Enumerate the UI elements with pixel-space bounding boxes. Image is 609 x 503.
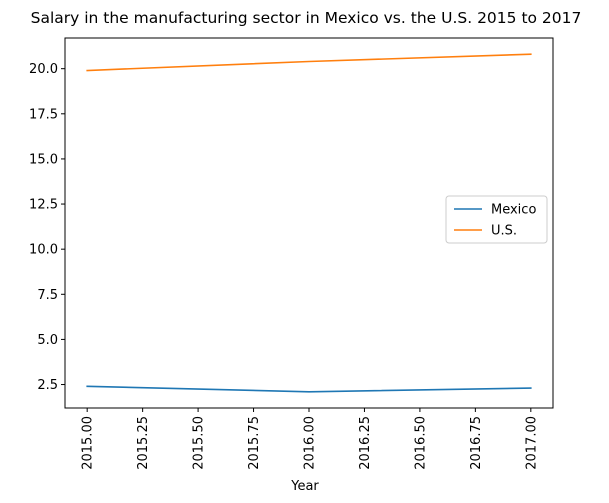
x-tick-label: 2015.25 xyxy=(136,416,151,470)
x-tick-label: 2015.00 xyxy=(81,416,96,470)
series-line-u-s xyxy=(86,53,532,72)
x-tick-label: 2016.00 xyxy=(303,416,318,470)
x-tick-label: 2016.50 xyxy=(413,416,428,470)
y-tick-label: 2.5 xyxy=(37,378,58,393)
x-axis-ticks: 2015.00 2015.25 2015.50 2015.75 2016.00 2016.… xyxy=(81,408,539,470)
legend-label: U.S. xyxy=(491,224,517,239)
series-lines xyxy=(86,53,532,393)
x-tick-label: 2015.75 xyxy=(247,416,262,470)
chart-title: Salary in the manufacturing sector in Me… xyxy=(31,9,582,27)
x-tick-label: 2016.75 xyxy=(469,416,484,470)
x-tick-label: 2017.00 xyxy=(524,416,539,470)
y-tick-label: 20.0 xyxy=(29,62,58,77)
x-tick-label: 2015.50 xyxy=(192,416,207,470)
y-tick-label: 5.0 xyxy=(37,333,58,348)
y-tick-label: 17.5 xyxy=(29,107,58,122)
y-tick-label: 12.5 xyxy=(29,198,58,213)
legend: Mexico U.S. xyxy=(445,195,548,244)
x-tick-label: 2016.25 xyxy=(358,416,373,470)
legend-label: Mexico xyxy=(491,203,536,218)
y-axis-ticks: 2.5 5.0 7.5 10.0 12.5 15.0 17.5 20.0 xyxy=(29,62,65,393)
legend-box xyxy=(445,195,548,244)
x-axis-label: Year xyxy=(290,479,319,494)
series-line-mexico xyxy=(86,385,532,393)
y-tick-label: 7.5 xyxy=(37,288,58,303)
y-tick-label: 10.0 xyxy=(29,243,58,258)
y-tick-label: 15.0 xyxy=(29,152,58,167)
plot-frame xyxy=(64,37,554,409)
